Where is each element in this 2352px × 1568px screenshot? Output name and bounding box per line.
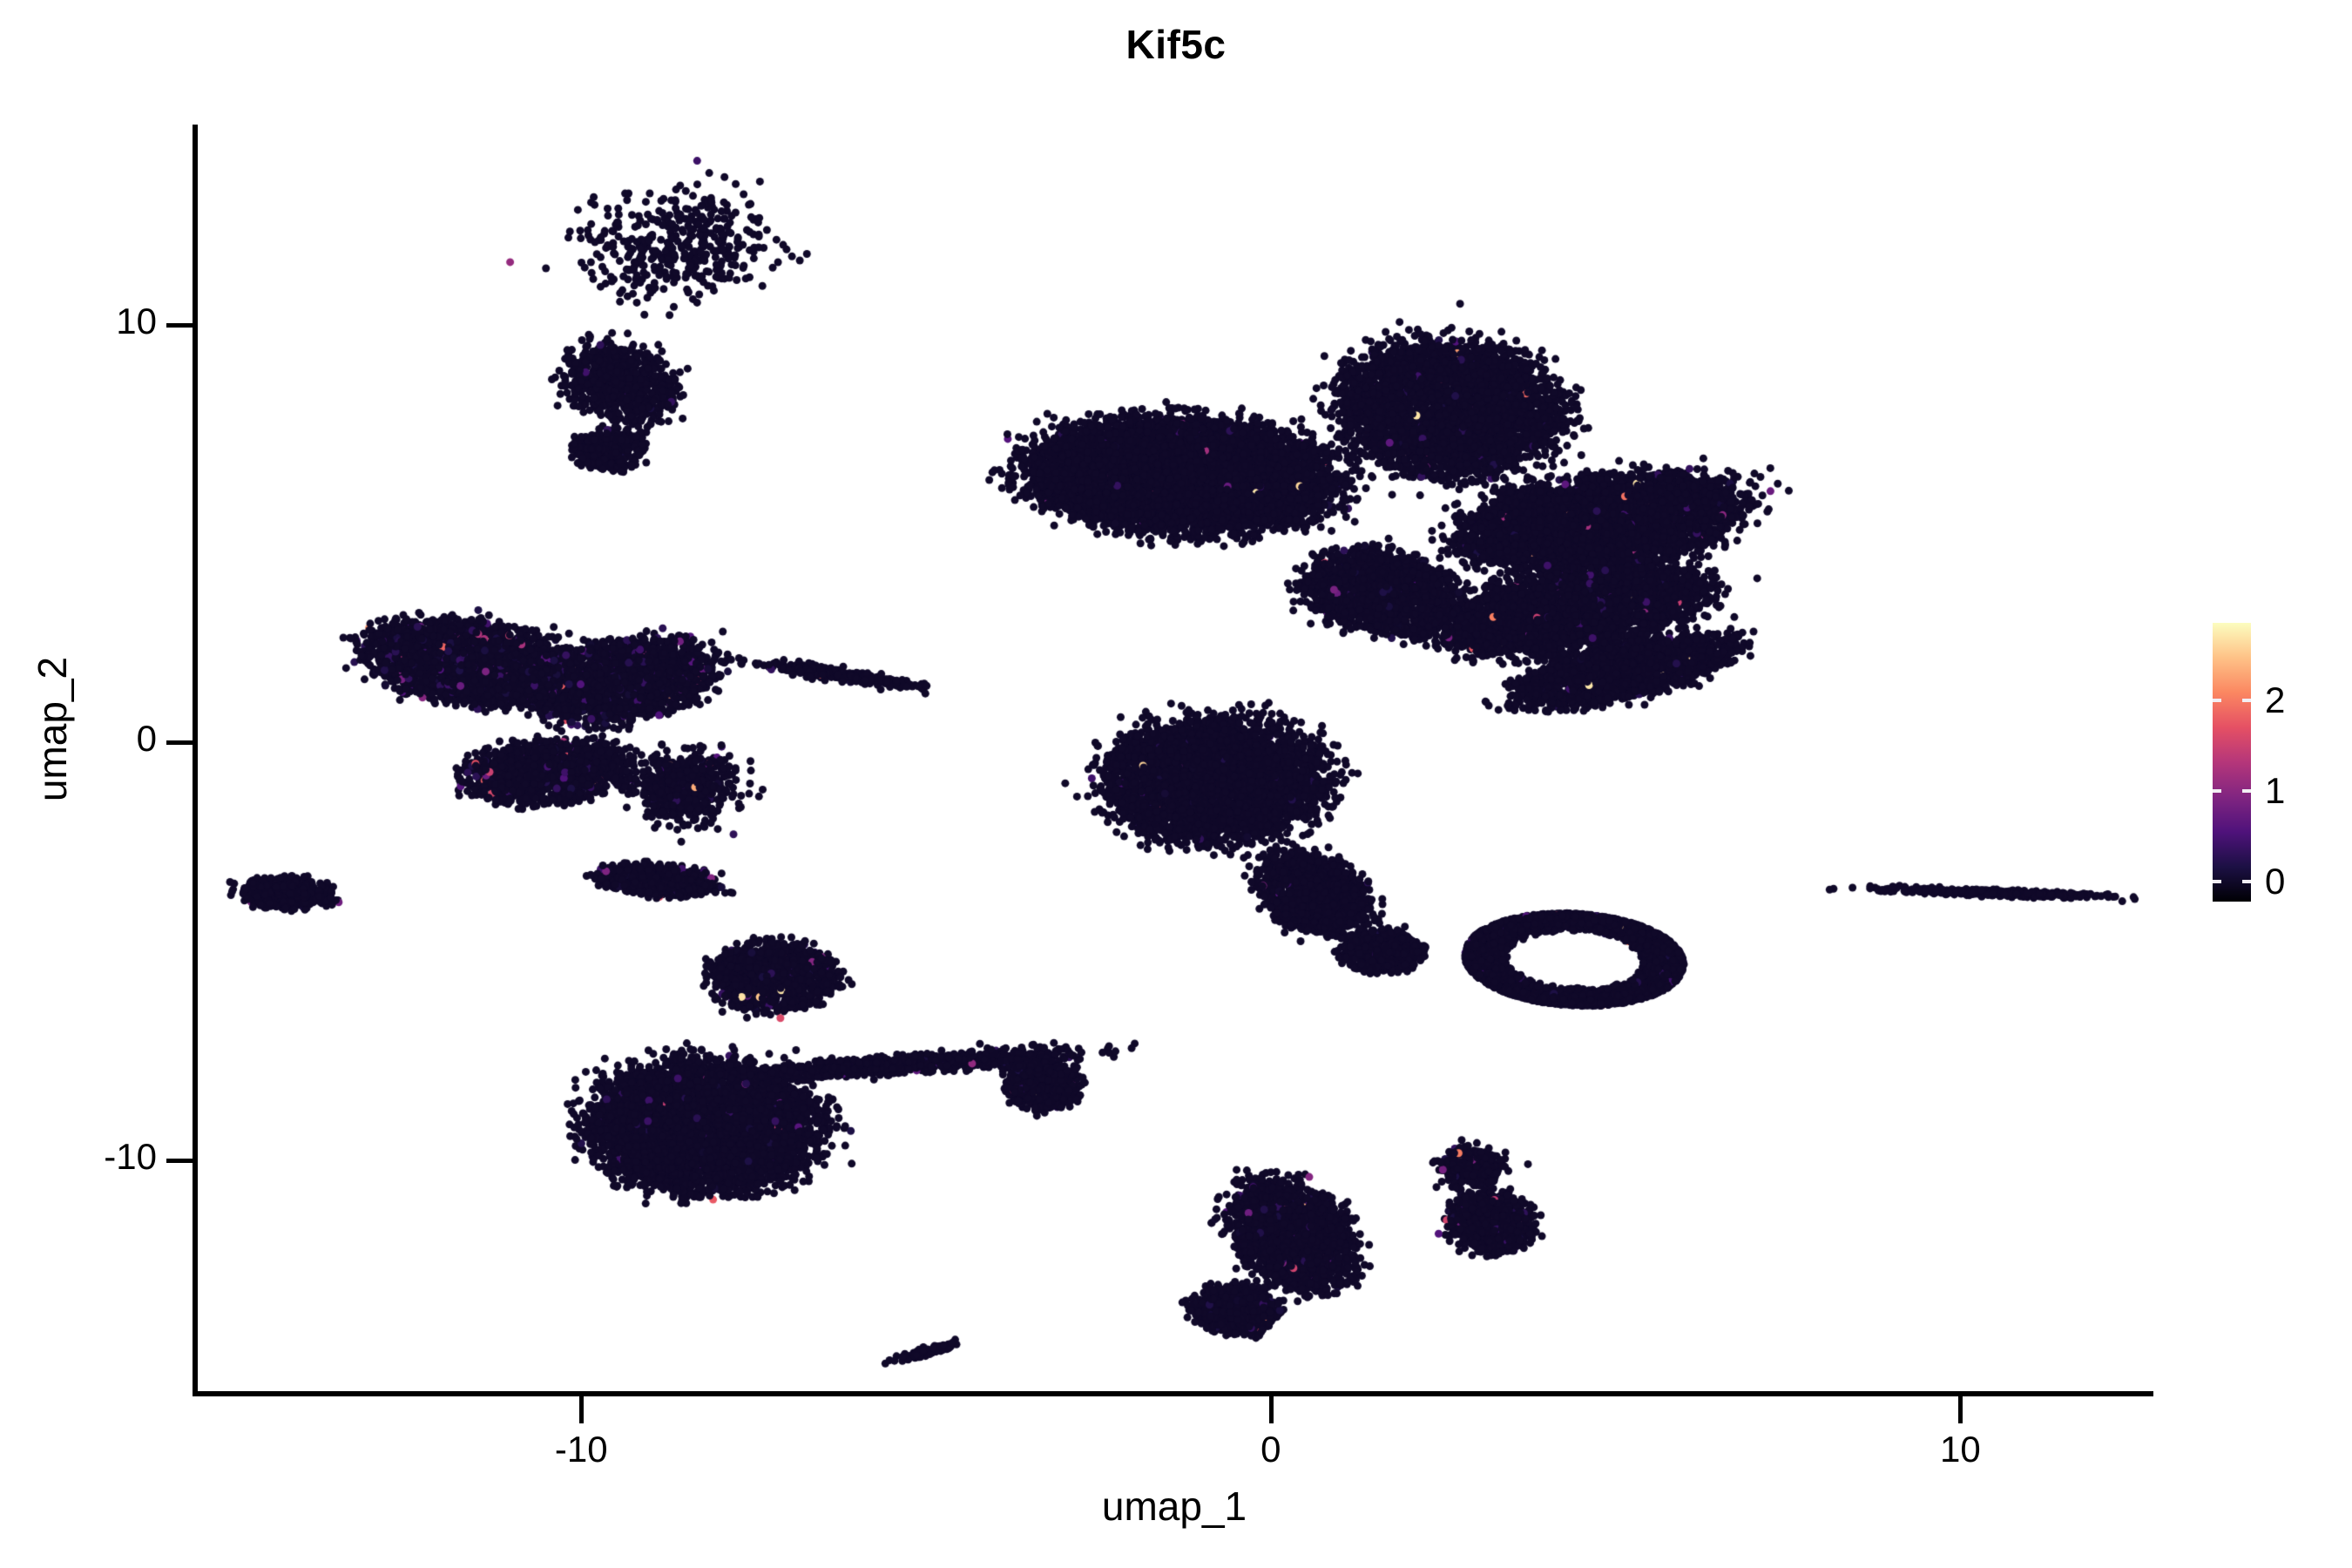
x-axis-label: umap_1 — [1101, 1484, 1247, 1529]
colorbar-tickmark — [2213, 698, 2221, 702]
y-axis-spine — [193, 125, 198, 1396]
x-axis-spine — [193, 1391, 2153, 1396]
y-ticklabel: 10 — [116, 301, 157, 342]
colorbar-tickmark — [2242, 880, 2251, 884]
colorbar-tickmark — [2242, 788, 2251, 793]
x-ticklabel: 0 — [1260, 1429, 1281, 1470]
colorbar-label-2: 2 — [2265, 679, 2286, 720]
y-tick-10 — [166, 323, 194, 328]
y-tick--10 — [166, 1158, 194, 1163]
y-tick-0 — [166, 740, 194, 746]
colorbar-label-0: 0 — [2265, 861, 2286, 902]
x-tick-0 — [1268, 1396, 1274, 1423]
x-ticklabel: 10 — [1940, 1429, 1981, 1470]
colorbar-tickmark — [2242, 698, 2251, 702]
y-ticklabel: 0 — [136, 718, 157, 760]
x-tick--10 — [579, 1396, 585, 1423]
scatter-plot-canvas — [195, 125, 2153, 1394]
x-ticklabel: -10 — [554, 1429, 608, 1470]
colorbar-label-1: 1 — [2265, 769, 2286, 811]
colorbar-legend: 0 1 2 — [2213, 623, 2285, 902]
y-ticklabel: -10 — [104, 1135, 157, 1177]
y-axis-label: umap_2 — [30, 656, 75, 802]
page-title: Kif5c — [1125, 22, 1227, 67]
colorbar-gradient — [2213, 623, 2251, 902]
colorbar-tickmark — [2213, 788, 2221, 793]
plot-panel — [195, 125, 2153, 1394]
x-tick-10 — [1958, 1396, 1963, 1423]
colorbar-tickmark — [2213, 880, 2221, 884]
